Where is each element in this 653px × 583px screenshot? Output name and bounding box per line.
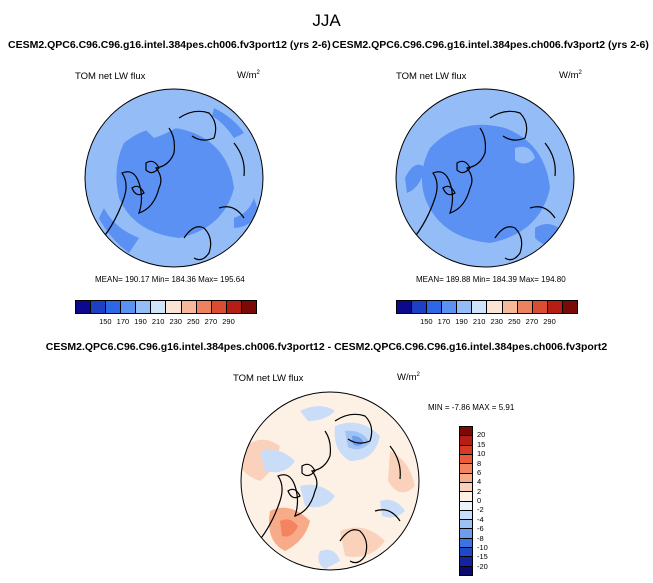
diff-colorbar-label: 4 bbox=[477, 477, 482, 487]
panel-1-colorbar-label: 270 bbox=[204, 317, 218, 326]
panel-2-colorbar-box-2 bbox=[427, 301, 443, 313]
diff-panel-polar-map bbox=[240, 391, 420, 571]
panel-1-colorbar bbox=[75, 300, 257, 314]
panel-1-colorbar-box-4 bbox=[136, 301, 152, 313]
panel-1-units: W/m2 bbox=[237, 70, 260, 82]
diff-colorbar-box-6 bbox=[460, 482, 472, 493]
panel-2-colorbar-label: 170 bbox=[437, 317, 451, 326]
diff-panel-title: CESM2.QPC6.C96.C96.g16.intel.384pes.ch00… bbox=[45, 341, 608, 353]
diff-colorbar-box-12 bbox=[460, 538, 472, 549]
panel-1-colorbar-box-11 bbox=[241, 301, 256, 313]
panel-1-colorbar-label: 190 bbox=[134, 317, 147, 326]
panel-2-colorbar-label: 290 bbox=[543, 317, 556, 326]
diff-colorbar-box-0 bbox=[460, 427, 472, 437]
panel-1-colorbar-box-10 bbox=[226, 301, 242, 313]
panel-1-stats: MEAN= 190.17 Min= 184.36 Max= 195.64 bbox=[95, 275, 245, 284]
panel-1-colorbar-label: 230 bbox=[169, 317, 182, 326]
panel-1-colorbar-box-9 bbox=[211, 301, 227, 313]
diff-colorbar-label: -10 bbox=[477, 542, 488, 552]
diff-colorbar-label: 20 bbox=[477, 430, 486, 440]
panel-1-colorbar-box-7 bbox=[181, 301, 197, 313]
diff-colorbar-label: -2 bbox=[477, 505, 484, 515]
panel-1-variable-label: TOM net LW flux bbox=[75, 71, 146, 82]
panel-1-case-title: CESM2.QPC6.C96.C96.g16.intel.384pes.ch00… bbox=[8, 39, 331, 51]
diff-colorbar-box-1 bbox=[460, 436, 472, 446]
panel-2-colorbar-box-7 bbox=[502, 301, 518, 313]
diff-colorbar-label: -6 bbox=[477, 524, 484, 534]
diff-colorbar-box-8 bbox=[460, 501, 472, 511]
panel-1-colorbar-box-1 bbox=[91, 301, 107, 313]
panel-1-colorbar-box-8 bbox=[196, 301, 212, 313]
panel-1-colorbar-label: 150 bbox=[99, 317, 112, 326]
diff-colorbar-box-2 bbox=[460, 445, 472, 455]
diff-colorbar-box-4 bbox=[460, 464, 472, 474]
panel-2-stats: MEAN= 189.88 Min= 184.39 Max= 194.80 bbox=[416, 275, 566, 284]
diff-colorbar-label: -8 bbox=[477, 533, 484, 543]
panel-2-colorbar-label: 230 bbox=[490, 317, 503, 326]
diff-colorbar-box-13 bbox=[460, 548, 472, 558]
diff-colorbar-box-15 bbox=[460, 566, 472, 575]
panel-2-variable-label: TOM net LW flux bbox=[396, 71, 467, 82]
diff-colorbar-label: 8 bbox=[477, 458, 482, 468]
panel-2-colorbar-label: 190 bbox=[455, 317, 468, 326]
diff-colorbar-label: -4 bbox=[477, 514, 484, 524]
diff-panel-stats: MIN = -7.86 MAX = 5.91 bbox=[428, 403, 515, 412]
diff-panel-colorbar bbox=[459, 426, 473, 576]
diff-colorbar-label: 6 bbox=[477, 467, 482, 477]
panel-1-colorbar-box-3 bbox=[121, 301, 137, 313]
diff-colorbar-label: 2 bbox=[477, 486, 482, 496]
diff-colorbar-label: 0 bbox=[477, 496, 482, 505]
panel-2-colorbar-box-0 bbox=[397, 301, 413, 313]
diff-colorbar-box-3 bbox=[460, 454, 472, 465]
panel-1-colorbar-label: 210 bbox=[151, 317, 165, 326]
panel-1-colorbar-box-5 bbox=[151, 301, 167, 313]
panel-2-polar-map bbox=[395, 88, 575, 268]
diff-colorbar-label: 10 bbox=[477, 449, 486, 459]
panel-2-colorbar-label: 270 bbox=[525, 317, 539, 326]
panel-2-colorbar-box-8 bbox=[517, 301, 533, 313]
panel-2-colorbar-label: 210 bbox=[472, 317, 486, 326]
panel-2-colorbar bbox=[396, 300, 578, 314]
panel-2-colorbar-box-9 bbox=[532, 301, 548, 313]
diff-colorbar-label: 15 bbox=[477, 439, 486, 449]
panel-2-units: W/m2 bbox=[559, 70, 582, 82]
panel-2-colorbar-box-3 bbox=[442, 301, 458, 313]
diff-colorbar-box-14 bbox=[460, 557, 472, 567]
diff-colorbar-box-11 bbox=[460, 529, 472, 539]
panel-2-colorbar-box-6 bbox=[487, 301, 503, 313]
panel-1-polar-map bbox=[84, 88, 264, 268]
panel-2-colorbar-box-1 bbox=[412, 301, 428, 313]
page-title: JJA bbox=[312, 11, 341, 30]
panel-1-colorbar-label: 250 bbox=[187, 317, 200, 326]
diff-panel-units: W/m2 bbox=[397, 372, 420, 384]
panel-2-colorbar-label: 150 bbox=[420, 317, 433, 326]
panel-2-case-title: CESM2.QPC6.C96.C96.g16.intel.384pes.ch00… bbox=[332, 39, 649, 51]
diff-colorbar-box-10 bbox=[460, 520, 472, 530]
panel-1-colorbar-label: 290 bbox=[222, 317, 235, 326]
panel-2-colorbar-box-10 bbox=[547, 301, 563, 313]
panel-1-colorbar-label: 170 bbox=[116, 317, 130, 326]
panel-2-colorbar-box-4 bbox=[457, 301, 473, 313]
panel-2-colorbar-label: 250 bbox=[508, 317, 521, 326]
diff-colorbar-label: -20 bbox=[477, 561, 488, 571]
diff-panel-variable-label: TOM net LW flux bbox=[233, 373, 304, 384]
diff-colorbar-box-5 bbox=[460, 473, 472, 483]
diff-colorbar-box-7 bbox=[460, 492, 472, 502]
panel-1-colorbar-box-2 bbox=[106, 301, 122, 313]
panel-2-colorbar-box-11 bbox=[562, 301, 577, 313]
diff-colorbar-label: -15 bbox=[477, 552, 488, 562]
panel-1-colorbar-box-6 bbox=[166, 301, 182, 313]
diff-colorbar-box-9 bbox=[460, 510, 472, 521]
panel-2-colorbar-box-5 bbox=[472, 301, 488, 313]
panel-1-colorbar-box-0 bbox=[76, 301, 92, 313]
